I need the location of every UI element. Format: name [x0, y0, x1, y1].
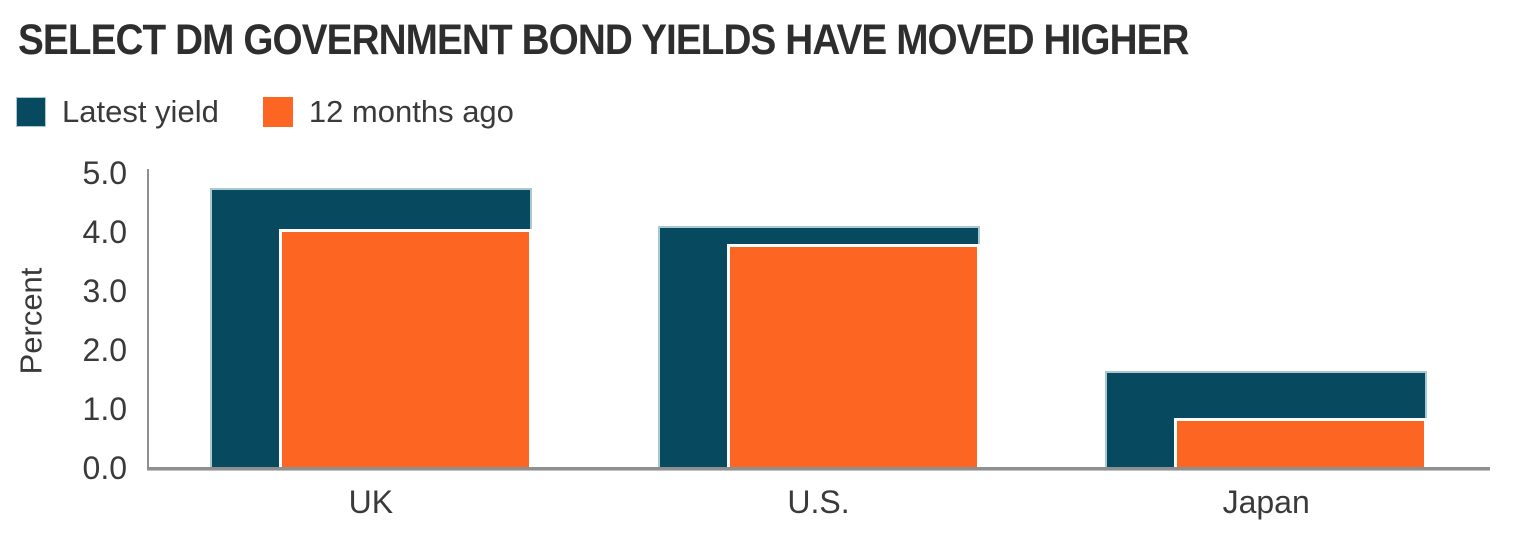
bar-12-months-ago-uk — [278, 229, 532, 468]
legend-swatch-latest-yield — [16, 97, 46, 127]
x-category-label-uk: UK — [348, 484, 394, 520]
legend: Latest yield 12 months ago — [16, 94, 514, 130]
y-axis-line — [147, 169, 149, 468]
bar-12-months-ago-japan — [1174, 417, 1428, 468]
y-tick-label-2.0: 2.0 — [82, 332, 127, 368]
plot-area — [147, 169, 1490, 471]
legend-label-latest-yield: Latest yield — [62, 94, 219, 129]
legend-item-12-months-ago: 12 months ago — [262, 94, 514, 130]
y-tick-label-1.0: 1.0 — [82, 391, 127, 427]
legend-label-12-months-ago: 12 months ago — [308, 94, 514, 129]
x-axis-line — [147, 467, 1490, 471]
x-category-label-japan: Japan — [1222, 484, 1310, 520]
y-tick-label-0.0: 0.0 — [82, 450, 127, 486]
y-tick-label-3.0: 3.0 — [82, 273, 127, 309]
chart-title: SELECT DM GOVERNMENT BOND YIELDS HAVE MO… — [18, 16, 1189, 64]
x-category-label-u-s: U.S. — [787, 484, 850, 520]
legend-item-latest-yield: Latest yield — [16, 94, 219, 130]
y-tick-label-4.0: 4.0 — [82, 214, 127, 250]
y-tick-label-5.0: 5.0 — [82, 155, 127, 191]
bar-12-months-ago-u-s — [726, 243, 980, 468]
legend-swatch-12-months-ago — [262, 97, 293, 127]
